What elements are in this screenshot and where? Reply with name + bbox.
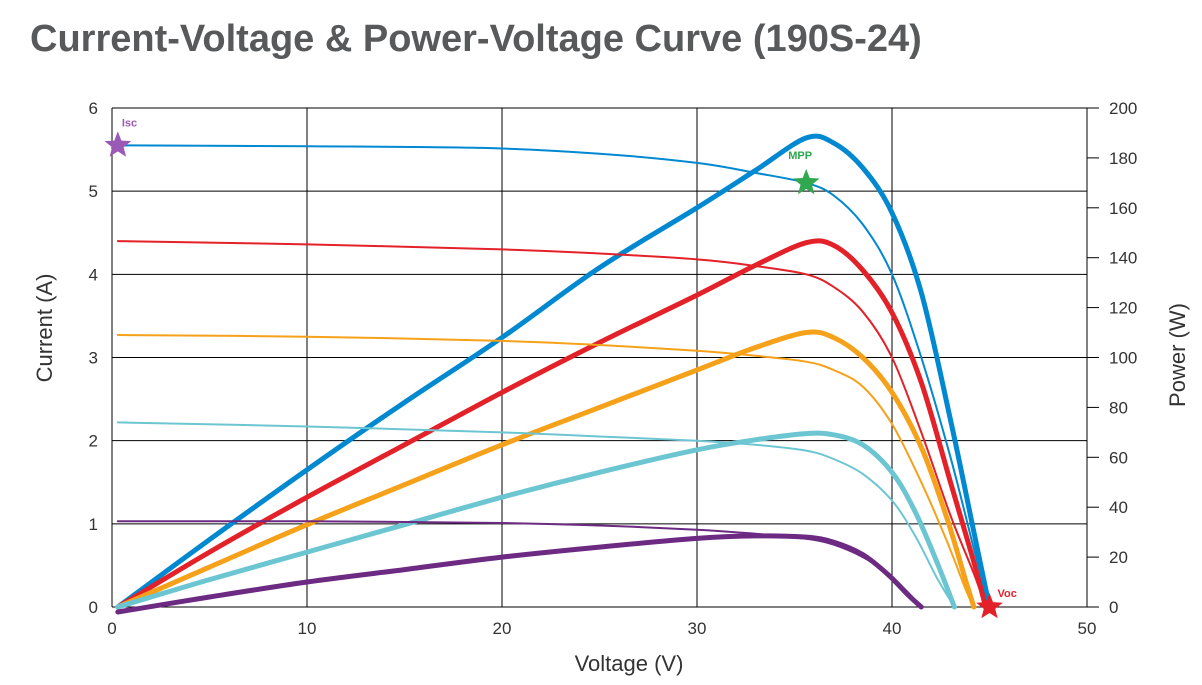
y2-tick-label: 0 [1109,598,1118,617]
y2-tick-label: 100 [1109,349,1137,368]
star-marker-icon [976,593,1003,619]
y2-tick-label: 200 [1109,99,1137,118]
current-curves [116,144,991,608]
power-curve-line [115,238,989,610]
y2-tick-label: 60 [1109,448,1128,467]
x-tick-label: 40 [883,619,902,638]
markers: Isc MPP Voc [104,117,1017,619]
y2-axis-label: Power (W) [1165,303,1190,407]
y-tick-label: 5 [89,182,98,201]
star-marker-icon [792,168,820,195]
power-curve-line [115,329,977,610]
power-curve-line [115,133,992,610]
current-curve-line [116,334,975,608]
y2-tick-label: 20 [1109,548,1128,567]
y2-tick-label: 160 [1109,199,1137,218]
y2-tick-label: 40 [1109,498,1128,517]
current-curve-line [116,520,923,608]
x-axis-label: Voltage (V) [575,651,684,676]
star-marker-icon [104,131,132,157]
x-tick-label: 20 [493,619,512,638]
chart-title: Current-Voltage & Power-Voltage Curve (1… [30,18,922,60]
x-tick-label: 30 [688,619,707,638]
y2-tick-label: 120 [1109,299,1137,318]
y2-tick-label: 80 [1109,398,1128,417]
marker-label: MPP [788,150,812,162]
marker-label: Voc [998,588,1017,600]
y-tick-label: 4 [89,265,98,284]
y-axis-label: Current (A) [32,274,57,383]
y-tick-label: 1 [89,515,98,534]
grid [111,107,1088,608]
power-curve-line [115,430,957,610]
x-tick-label: 0 [107,619,116,638]
y2-tick-label: 140 [1109,249,1137,268]
marker-label: Isc [122,117,137,129]
current-curve-line [116,144,991,608]
x-tick-label: 10 [298,619,317,638]
axes: 0 10 20 30 40 5001234560204060801001201401601… [89,99,1138,638]
y-tick-label: 3 [89,349,98,368]
current-curve-line [116,421,956,608]
y-tick-label: 2 [89,432,98,451]
x-tick-label: 50 [1078,619,1097,638]
y-tick-label: 6 [89,99,98,118]
y2-tick-label: 180 [1109,149,1137,168]
power-curves [115,133,992,615]
y-tick-label: 0 [89,598,98,617]
current-curve-line [116,240,987,608]
